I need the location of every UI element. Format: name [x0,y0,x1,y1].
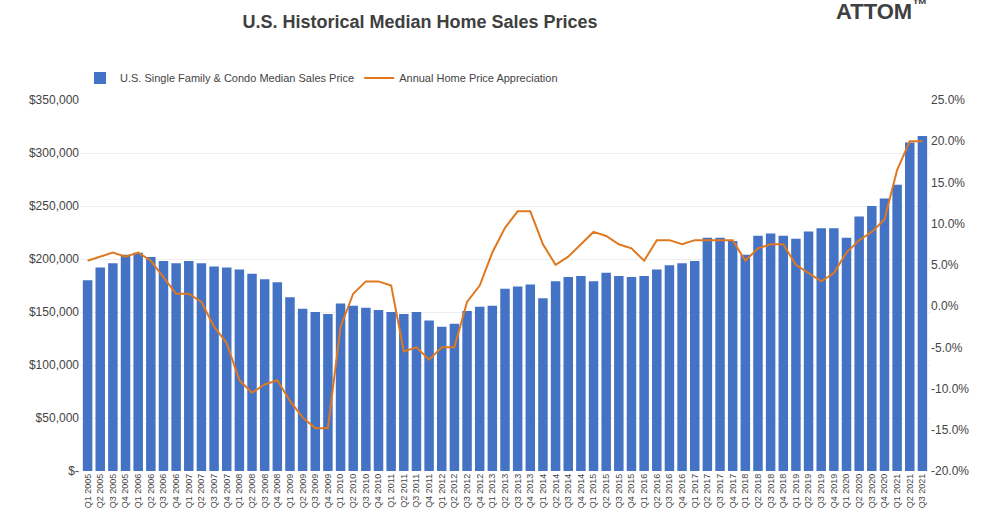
svg-text:Q3 2005: Q3 2005 [108,474,118,509]
svg-text:Q1 2016: Q1 2016 [639,474,649,509]
svg-text:Q1 2009: Q1 2009 [285,474,295,509]
svg-text:Q2 2017: Q2 2017 [702,474,712,509]
svg-text:-15.0%: -15.0% [931,423,969,437]
svg-text:-20.0%: -20.0% [931,464,969,478]
svg-text:Q4 2010: Q4 2010 [373,474,383,509]
svg-text:Q2 2020: Q2 2020 [854,474,864,509]
svg-text:Q4 2011: Q4 2011 [424,474,434,508]
svg-text:Q4 2014: Q4 2014 [576,474,586,509]
svg-text:-5.0%: -5.0% [931,341,963,355]
svg-text:Q3 2008: Q3 2008 [260,474,270,509]
svg-text:Q3 2016: Q3 2016 [664,474,674,509]
svg-text:Q2 2011: Q2 2011 [399,474,409,508]
svg-text:Q2 2006: Q2 2006 [146,474,156,509]
svg-text:Q2 2007: Q2 2007 [196,474,206,509]
svg-text:Q2 2012: Q2 2012 [449,474,459,509]
svg-text:Q1 2006: Q1 2006 [133,474,143,509]
svg-text:5.0%: 5.0% [931,258,959,272]
svg-text:Q3 2011: Q3 2011 [411,474,421,508]
svg-text:20.0%: 20.0% [931,134,965,148]
svg-text:Q3 2020: Q3 2020 [867,474,877,509]
svg-text:Q2 2016: Q2 2016 [652,474,662,509]
svg-text:Q1 2012: Q1 2012 [437,474,447,509]
svg-text:-10.0%: -10.0% [931,382,969,396]
svg-text:$350,000: $350,000 [29,93,79,107]
svg-text:Q4 2017: Q4 2017 [728,474,738,509]
svg-text:Q2 2018: Q2 2018 [753,474,763,509]
svg-text:Q1 2008: Q1 2008 [234,474,244,509]
svg-text:$200,000: $200,000 [29,252,79,266]
svg-text:Q1 2005: Q1 2005 [83,474,93,509]
svg-text:15.0%: 15.0% [931,176,965,190]
svg-text:Q2 2015: Q2 2015 [601,474,611,509]
svg-text:10.0%: 10.0% [931,217,965,231]
svg-text:Q3 2007: Q3 2007 [209,474,219,509]
svg-text:0.0%: 0.0% [931,299,959,313]
svg-text:Q3 2021: Q3 2021 [917,474,927,509]
svg-text:Q3 2015: Q3 2015 [614,474,624,509]
svg-text:Q4 2012: Q4 2012 [475,474,485,509]
svg-text:Q1 2010: Q1 2010 [335,474,345,509]
svg-text:$100,000: $100,000 [29,358,79,372]
svg-text:Q1 2020: Q1 2020 [841,474,851,509]
svg-text:Q1 2018: Q1 2018 [740,474,750,509]
svg-text:$250,000: $250,000 [29,199,79,213]
svg-text:Q2 2009: Q2 2009 [298,474,308,509]
svg-text:Q3 2010: Q3 2010 [361,474,371,509]
svg-text:Q1 2019: Q1 2019 [791,474,801,509]
svg-text:Q2 2013: Q2 2013 [500,474,510,509]
svg-text:Q2 2014: Q2 2014 [551,474,561,509]
svg-text:Q4 2019: Q4 2019 [829,474,839,509]
svg-text:Q4 2013: Q4 2013 [525,474,535,509]
svg-text:Q3 2009: Q3 2009 [310,474,320,509]
svg-text:Q2 2005: Q2 2005 [95,474,105,509]
svg-text:Q2 2010: Q2 2010 [348,474,358,509]
svg-text:$-: $- [68,464,79,478]
svg-text:Q4 2009: Q4 2009 [323,474,333,509]
svg-text:Q4 2018: Q4 2018 [778,474,788,509]
svg-text:ATTOM​™​: ATTOM​™​ [836,0,928,24]
svg-text:Q1 2014: Q1 2014 [538,474,548,509]
svg-text:Q4 2007: Q4 2007 [222,474,232,509]
svg-text:Q3 2017: Q3 2017 [715,474,725,509]
svg-text:$150,000: $150,000 [29,305,79,319]
svg-text:Q4 2015: Q4 2015 [626,474,636,509]
svg-text:Q4 2020: Q4 2020 [879,474,889,509]
svg-text:Q1 2017: Q1 2017 [690,474,700,509]
svg-text:Q2 2019: Q2 2019 [803,474,813,509]
svg-text:Q3 2014: Q3 2014 [563,474,573,509]
svg-text:Q1 2021: Q1 2021 [892,474,902,509]
svg-text:Q4 2006: Q4 2006 [171,474,181,509]
svg-text:Q1 2007: Q1 2007 [184,474,194,509]
svg-text:Q4 2005: Q4 2005 [120,474,130,509]
svg-text:Annual Home Price Appreciation: Annual Home Price Appreciation [399,72,557,84]
svg-text:Q4 2008: Q4 2008 [272,474,282,509]
svg-text:Q3 2012: Q3 2012 [462,474,472,509]
svg-text:Q2 2008: Q2 2008 [247,474,257,509]
svg-text:U.S. Historical Median Home Sa: U.S. Historical Median Home Sales Prices [242,12,597,32]
svg-text:Q3 2019: Q3 2019 [816,474,826,509]
svg-text:Q3 2013: Q3 2013 [513,474,523,509]
svg-text:U.S. Single Family & Condo Med: U.S. Single Family & Condo Median Sales … [120,72,354,84]
svg-text:Q3 2018: Q3 2018 [766,474,776,509]
svg-text:25.0%: 25.0% [931,93,965,107]
svg-text:$50,000: $50,000 [36,411,80,425]
svg-text:Q2 2021: Q2 2021 [905,474,915,509]
svg-text:Q1 2013: Q1 2013 [487,474,497,509]
svg-text:Q4 2016: Q4 2016 [677,474,687,509]
svg-text:Q1 2015: Q1 2015 [588,474,598,509]
svg-text:Q1 2011: Q1 2011 [386,474,396,508]
svg-text:Q3 2006: Q3 2006 [158,474,168,509]
svg-text:$300,000: $300,000 [29,146,79,160]
